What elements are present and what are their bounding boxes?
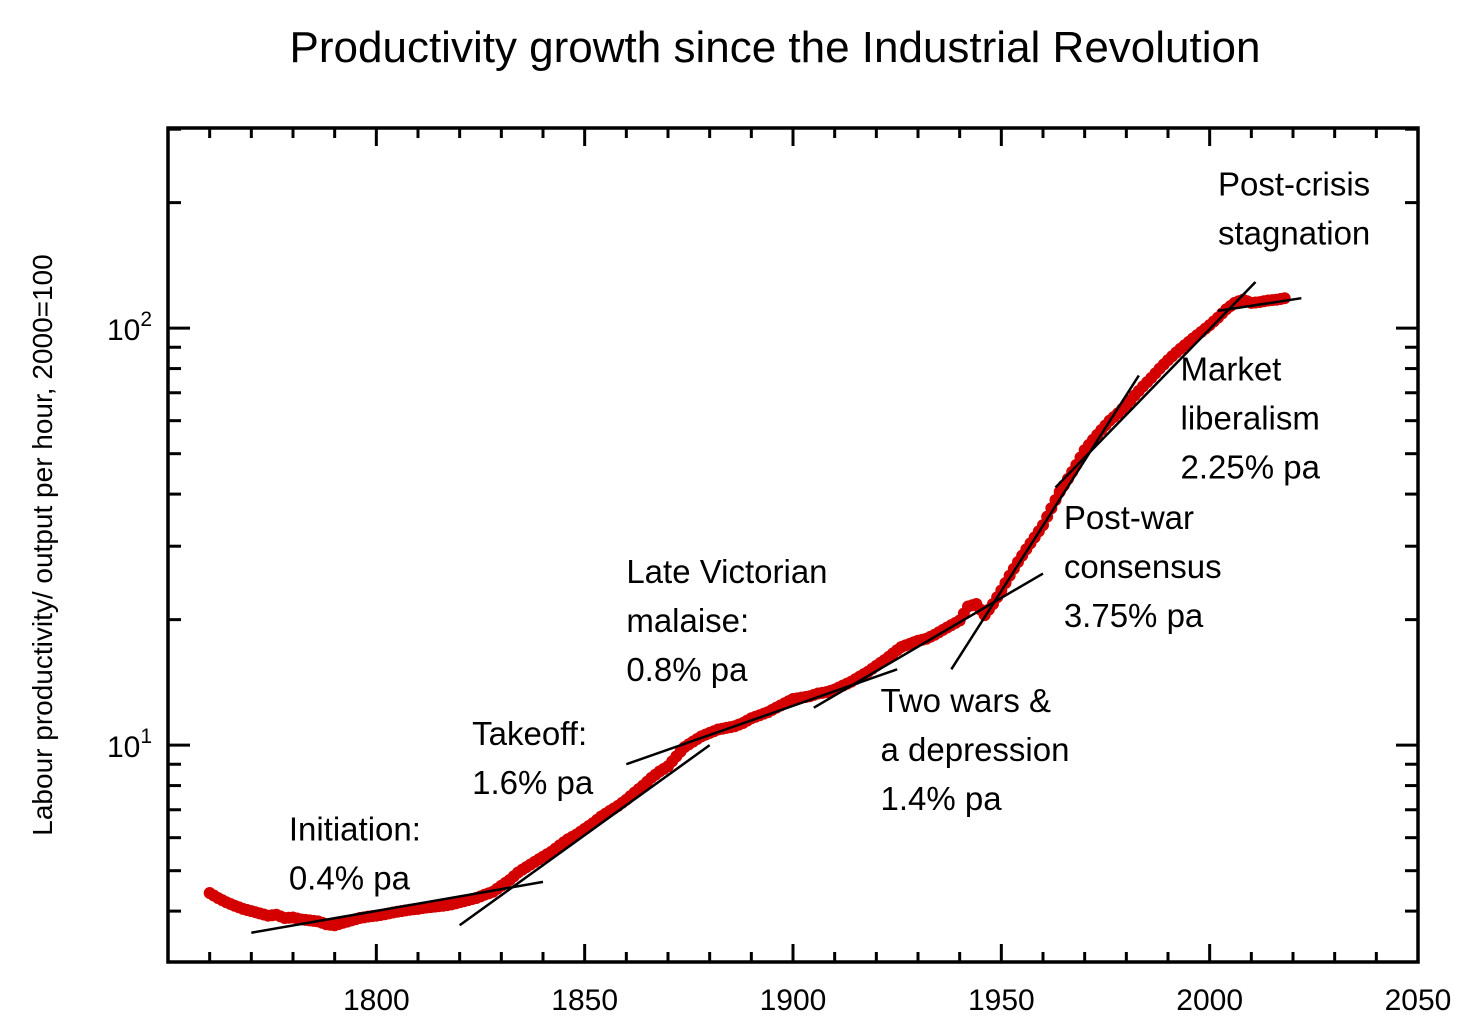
- trend-line-post-crisis-stagnation: [1217, 296, 1302, 313]
- annotation-market-liberalism: Market liberalism 2.25% pa: [1181, 350, 1321, 485]
- annotation-post-war: Post-war consensus 3.75% pa: [1064, 499, 1222, 634]
- x-tick-label: 2050: [1385, 984, 1452, 1017]
- y-tick-label: 102: [107, 308, 152, 347]
- x-tick-label: 1950: [968, 984, 1035, 1017]
- annotation-two-wars: Two wars & a depression 1.4% pa: [881, 682, 1070, 817]
- x-tick-labels: 1800 1850 1900 1950 2000 2050: [343, 984, 1451, 1017]
- x-tick-label: 1800: [343, 984, 410, 1017]
- trend-line-post-war-consensus: [950, 374, 1140, 671]
- annotation-late-victorian: Late Victorian malaise: 0.8% pa: [626, 553, 827, 688]
- annotations: Initiation: 0.4% pa Takeoff: 1.6% pa Late Vi…: [289, 166, 1370, 897]
- trend-line-two-wars-a-depression: [813, 572, 1044, 709]
- trend-lines: [251, 281, 1302, 934]
- x-tick-label: 2000: [1176, 984, 1243, 1017]
- annotation-post-crisis: Post-crisis stagnation: [1218, 166, 1370, 252]
- y-tick-label: 101: [107, 725, 152, 764]
- y-axis-label: Labour productivity/ output per hour, 20…: [27, 254, 58, 835]
- plot-frame: [166, 126, 1420, 964]
- trend-line-market-liberalism: [1054, 281, 1257, 489]
- x-tick-label: 1850: [551, 984, 618, 1017]
- annotation-takeoff: Takeoff: 1.6% pa: [472, 715, 594, 801]
- trend-line-takeoff: [458, 744, 711, 927]
- chart-title: Productivity growth since the Industrial…: [290, 23, 1261, 72]
- trend-line-initiation: [251, 880, 544, 934]
- y-tick-labels: 101 102: [107, 308, 152, 764]
- annotation-initiation: Initiation: 0.4% pa: [289, 811, 421, 897]
- x-tick-label: 1900: [760, 984, 827, 1017]
